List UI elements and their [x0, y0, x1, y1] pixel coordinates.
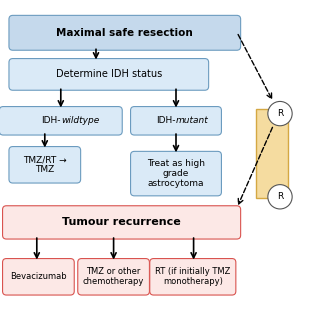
Text: RT (if initially TMZ
monotherapy): RT (if initially TMZ monotherapy) [155, 267, 230, 286]
Text: TMZ or other
chemotherapy: TMZ or other chemotherapy [83, 267, 144, 286]
Text: Treat as high
grade
astrocytoma: Treat as high grade astrocytoma [147, 159, 205, 188]
FancyBboxPatch shape [131, 107, 221, 135]
Text: Maximal safe resection: Maximal safe resection [56, 28, 193, 38]
Text: R: R [277, 109, 283, 118]
Text: Bevacizumab: Bevacizumab [10, 272, 67, 281]
Text: wildtype: wildtype [61, 116, 99, 125]
Text: IDH-: IDH- [156, 116, 176, 125]
FancyBboxPatch shape [3, 206, 241, 239]
Text: mutant: mutant [176, 116, 209, 125]
Text: Determine IDH status: Determine IDH status [56, 69, 162, 79]
FancyBboxPatch shape [9, 15, 241, 50]
Circle shape [268, 185, 292, 209]
Text: Tumour recurrence: Tumour recurrence [62, 217, 181, 228]
Text: TMZ/RT →
TMZ: TMZ/RT → TMZ [23, 155, 67, 174]
FancyBboxPatch shape [150, 259, 236, 295]
Text: IDH-: IDH- [41, 116, 61, 125]
FancyBboxPatch shape [9, 59, 209, 90]
FancyBboxPatch shape [131, 151, 221, 196]
FancyBboxPatch shape [9, 147, 81, 183]
FancyBboxPatch shape [256, 109, 288, 198]
FancyBboxPatch shape [0, 107, 122, 135]
Circle shape [268, 101, 292, 126]
Text: R: R [277, 192, 283, 201]
FancyBboxPatch shape [78, 259, 149, 295]
FancyBboxPatch shape [3, 259, 74, 295]
